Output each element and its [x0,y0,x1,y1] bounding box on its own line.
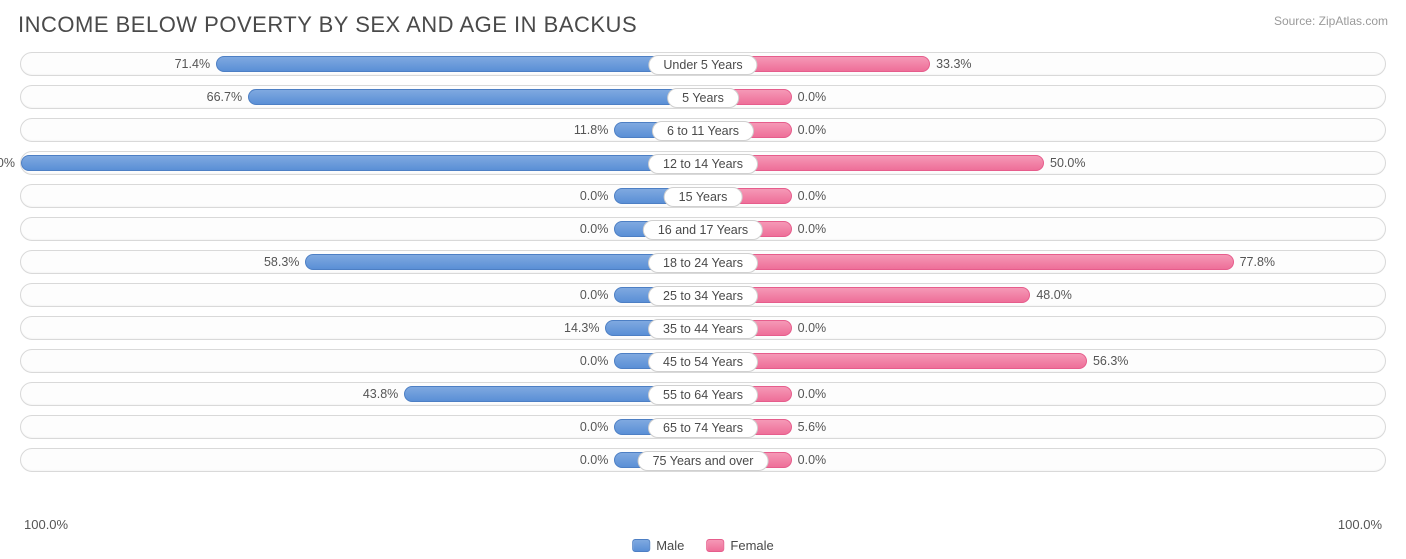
female-bar [703,353,1087,369]
female-bar [703,254,1234,270]
legend: Male Female [632,538,774,553]
table-row: 0.0% 56.3% 45 to 54 Years [20,349,1386,373]
category-label: 5 Years [667,88,739,108]
female-value: 0.0% [798,119,827,141]
male-value: 0.0% [580,416,609,438]
female-value: 0.0% [798,449,827,471]
female-value: 77.8% [1240,251,1275,273]
male-value: 0.0% [580,218,609,240]
diverging-bar-chart: 71.4% 33.3% Under 5 Years 66.7% 0.0% 5 Years 1… [20,52,1386,515]
male-value: 0.0% [580,284,609,306]
male-value: 43.8% [363,383,398,405]
female-value: 0.0% [798,218,827,240]
legend-male-label: Male [656,538,684,553]
male-bar [21,155,703,171]
male-value: 58.3% [264,251,299,273]
male-value: 0.0% [580,350,609,372]
table-row: 71.4% 33.3% Under 5 Years [20,52,1386,76]
female-swatch-icon [706,539,724,552]
female-value: 0.0% [798,317,827,339]
male-bar [248,89,703,105]
male-swatch-icon [632,539,650,552]
male-bar [216,56,703,72]
table-row: 0.0% 0.0% 75 Years and over [20,448,1386,472]
male-value: 14.3% [564,317,599,339]
female-value: 5.6% [798,416,827,438]
male-value: 11.8% [574,119,609,141]
male-bar [305,254,703,270]
axis-left-label: 100.0% [24,517,68,532]
legend-female: Female [706,538,773,553]
male-value: 0.0% [580,449,609,471]
category-label: 55 to 64 Years [648,385,758,405]
table-row: 0.0% 5.6% 65 to 74 Years [20,415,1386,439]
category-label: 65 to 74 Years [648,418,758,438]
x-axis: 100.0% 100.0% [20,517,1386,533]
table-row: 11.8% 0.0% 6 to 11 Years [20,118,1386,142]
category-label: 25 to 34 Years [648,286,758,306]
table-row: 0.0% 48.0% 25 to 34 Years [20,283,1386,307]
table-row: 0.0% 0.0% 16 and 17 Years [20,217,1386,241]
male-value: 71.4% [175,53,210,75]
source-label: Source: ZipAtlas.com [1274,14,1388,28]
female-value: 0.0% [798,86,827,108]
category-label: 12 to 14 Years [648,154,758,174]
male-value: 0.0% [580,185,609,207]
category-label: 15 Years [664,187,743,207]
table-row: 43.8% 0.0% 55 to 64 Years [20,382,1386,406]
category-label: 45 to 54 Years [648,352,758,372]
category-label: Under 5 Years [648,55,757,75]
category-label: 16 and 17 Years [643,220,763,240]
category-label: 6 to 11 Years [652,121,754,141]
male-value: 100.0% [0,152,15,174]
table-row: 100.0%50.0%12 to 14 Years [20,151,1386,175]
table-row: 66.7% 0.0% 5 Years [20,85,1386,109]
legend-male: Male [632,538,684,553]
legend-female-label: Female [730,538,773,553]
female-value: 0.0% [798,383,827,405]
female-value: 48.0% [1036,284,1071,306]
chart-title: INCOME BELOW POVERTY BY SEX AND AGE IN B… [18,12,637,38]
male-value: 66.7% [207,86,242,108]
female-value: 56.3% [1093,350,1128,372]
table-row: 14.3% 0.0% 35 to 44 Years [20,316,1386,340]
table-row: 0.0% 0.0% 15 Years [20,184,1386,208]
female-value: 33.3% [936,53,971,75]
axis-right-label: 100.0% [1338,517,1382,532]
category-label: 75 Years and over [638,451,769,471]
table-row: 58.3% 77.8% 18 to 24 Years [20,250,1386,274]
category-label: 35 to 44 Years [648,319,758,339]
category-label: 18 to 24 Years [648,253,758,273]
female-value: 0.0% [798,185,827,207]
female-value: 50.0% [1050,152,1085,174]
